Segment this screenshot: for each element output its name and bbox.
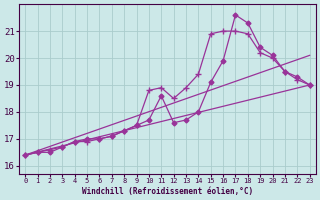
X-axis label: Windchill (Refroidissement éolien,°C): Windchill (Refroidissement éolien,°C) xyxy=(82,187,253,196)
